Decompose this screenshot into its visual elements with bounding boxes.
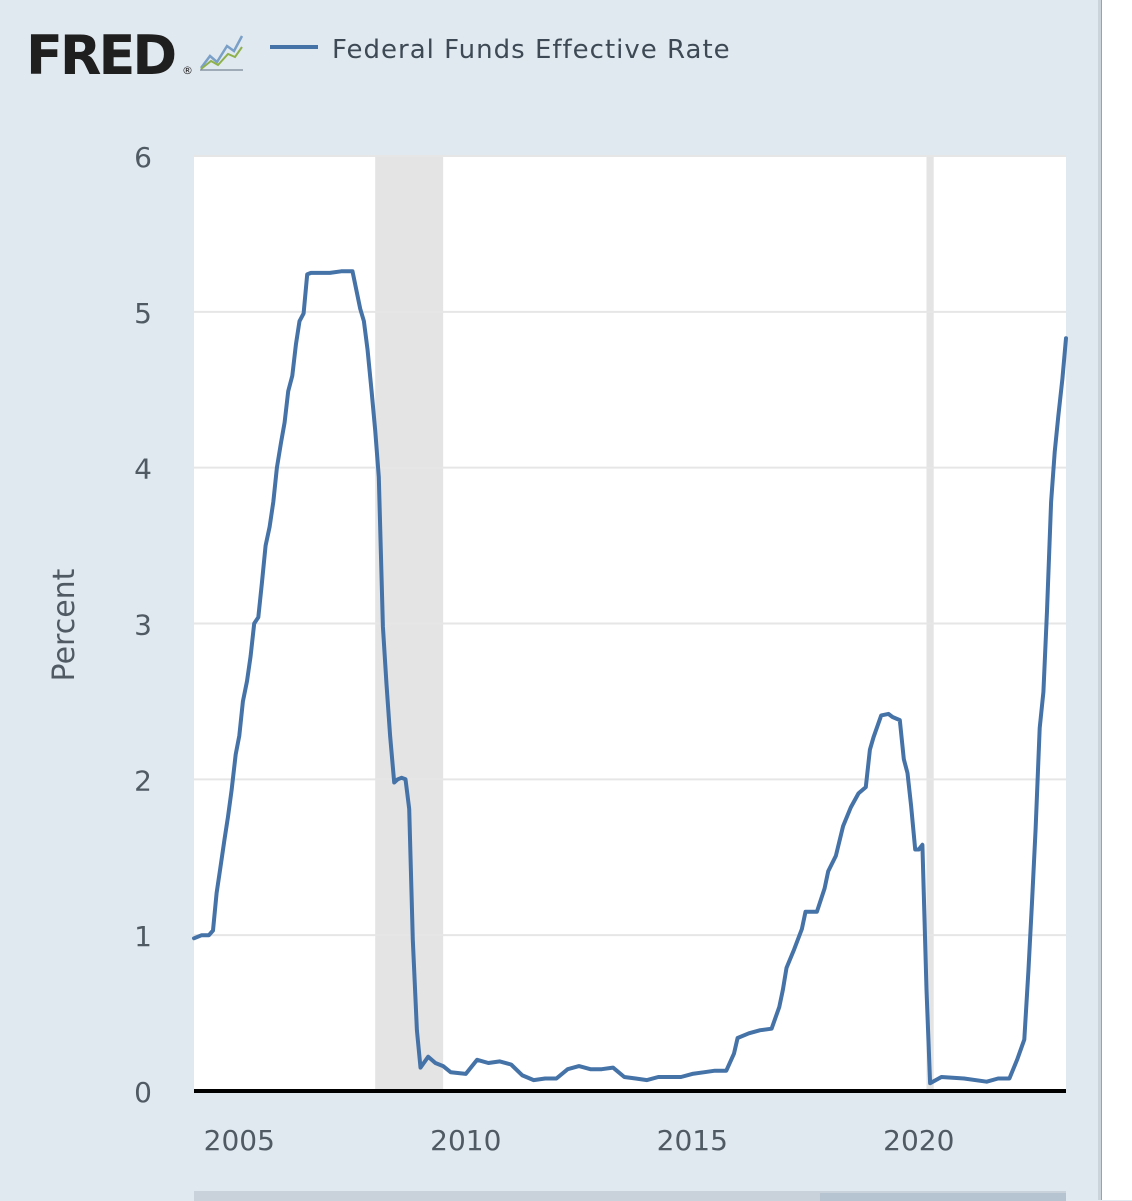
frame-shadow: [1098, 0, 1101, 1200]
registered-mark: ®: [182, 64, 193, 77]
y-tick-label: 1: [134, 920, 152, 953]
y-tick-label: 5: [134, 297, 152, 330]
y-tick-label: 0: [134, 1076, 152, 1109]
series-line[interactable]: [192, 269, 1068, 1086]
y-tick-label: 6: [134, 141, 152, 174]
y-axis-title: Percent: [47, 568, 82, 681]
legend-swatch: [270, 45, 318, 49]
trend-line-icon: [199, 33, 244, 71]
legend-label[interactable]: Federal Funds Effective Rate: [332, 35, 731, 65]
page-edge: [1102, 0, 1132, 1200]
y-tick-label: 3: [134, 609, 152, 642]
range-navigator-handle[interactable]: [820, 1193, 1066, 1201]
x-tick-label: 2020: [883, 1124, 954, 1157]
y-tick-label: 2: [134, 764, 152, 797]
x-tick-label: 2015: [657, 1124, 728, 1157]
range-navigator[interactable]: [194, 1191, 1066, 1201]
line-chart: 0 1 2 3 4 5 6 2005 2010 2015 2020 Percent: [47, 141, 1068, 1157]
chart-header: FRED ® Federal Funds Effective Rate: [0, 0, 1100, 120]
x-tick-label: 2005: [204, 1124, 275, 1157]
fred-logo[interactable]: FRED: [26, 24, 177, 87]
x-tick-label: 2010: [430, 1124, 501, 1157]
y-tick-label: 4: [134, 453, 152, 486]
frame-border: [1101, 0, 1102, 1200]
